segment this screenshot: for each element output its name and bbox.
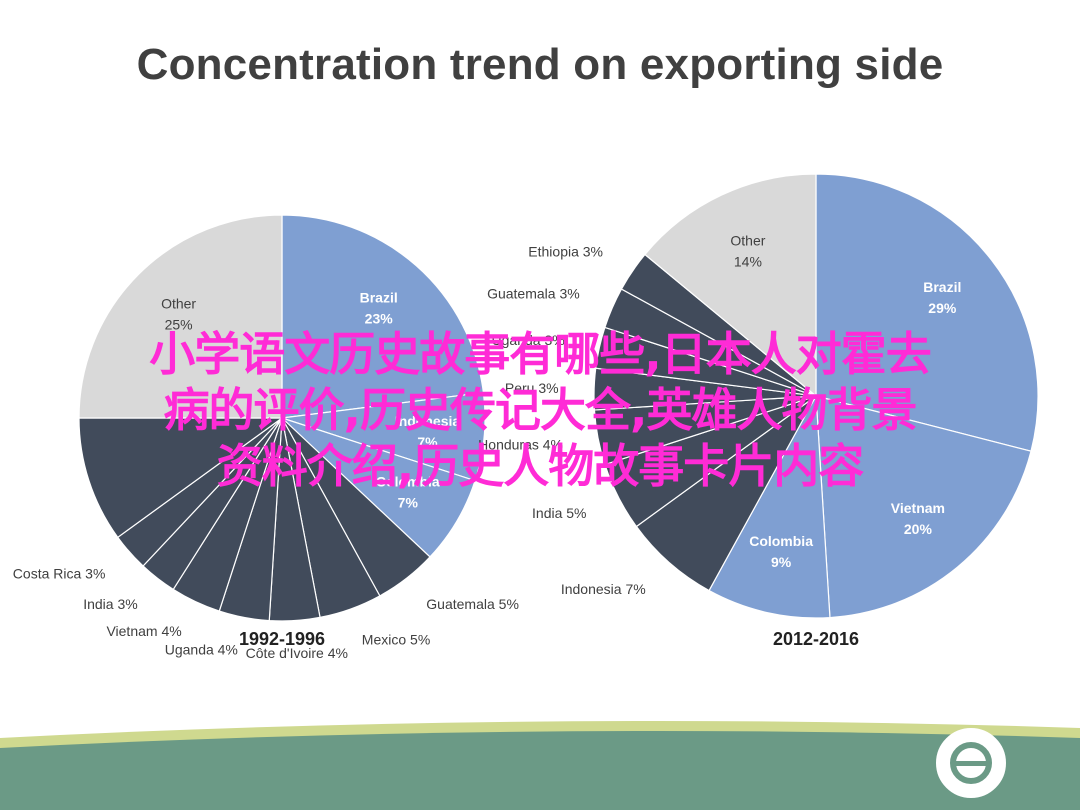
slice-value-label: 7%	[398, 494, 419, 510]
slice-value-label: 14%	[734, 253, 762, 269]
pie-chart-1992-1996: Brazil 23% Indonesia 7% Colombia 7% Guatemala …	[13, 214, 519, 661]
pie-slice	[78, 214, 283, 419]
pie-charts: Brazil 23% Indonesia 7% Colombia 7% Guatemala …	[13, 173, 1039, 661]
slice-label: Peru 3%	[505, 380, 559, 396]
slice-value-label: 29%	[928, 300, 957, 316]
overlay-line: 资料介绍,历史人物故事卡片内容	[216, 439, 864, 493]
slice-value-label: 9%	[771, 554, 792, 570]
logo-ring	[950, 742, 992, 784]
slice-value-label: 7%	[417, 434, 438, 450]
pie-slice	[644, 173, 817, 398]
logo-icon	[936, 728, 1006, 798]
slice-label: Colombia	[749, 533, 813, 549]
slice-label: Costa Rica 3%	[13, 566, 106, 582]
footer-stripe-green	[0, 730, 1080, 810]
logo-bar	[955, 761, 987, 766]
pie-slice	[815, 395, 1032, 619]
pie-slice	[78, 417, 284, 539]
slice-label: Guatemala 3%	[487, 286, 580, 302]
slice-label: Honduras 4%	[478, 436, 563, 452]
overlay-text: 小学语文历史故事有哪些,日本人对霍去 病的评价,历史传记大全,英雄人物背景 资料…	[0, 326, 1080, 494]
slice-label: Ethiopia 3%	[528, 243, 603, 259]
slice-value-label: 23%	[365, 310, 394, 326]
chart-title: 1992-1996	[239, 629, 325, 649]
slice-label: Vietnam	[891, 500, 945, 516]
slice-label: India 5%	[532, 505, 586, 521]
slice-label: Guatemala 5%	[426, 596, 519, 612]
pie-chart-2012-2016: Brazil 29% Vietnam 20% Colombia 9% Indonesia 7…	[478, 173, 1039, 649]
footer-band	[0, 720, 1080, 810]
chart-title: 2012-2016	[773, 629, 859, 649]
pie-slice	[281, 214, 485, 419]
slice-label: India 3%	[83, 596, 137, 612]
slice-label: Other	[730, 232, 765, 248]
slice-label: Brazil	[923, 279, 961, 295]
slice-label: Other	[161, 296, 196, 312]
slice-label: Uganda 4%	[165, 641, 238, 657]
slice-label: Côte d'Ivoire 4%	[246, 645, 348, 661]
slice-label: Colombia	[376, 473, 440, 489]
overlay-line: 病的评价,历史传记大全,英雄人物背景	[163, 383, 918, 437]
footer-stripe-light	[0, 720, 1080, 750]
slice-value-label: 20%	[904, 521, 933, 537]
slice-label: Indonesia	[395, 413, 461, 429]
pie-slice	[815, 173, 1039, 452]
pie-slice	[708, 393, 831, 619]
slice-label: Indonesia 7%	[561, 581, 646, 597]
slice-value-label: 25%	[165, 317, 193, 333]
slide-title: Concentration trend on exporting side	[136, 40, 944, 89]
slice-label: Mexico 5%	[362, 632, 430, 648]
slice-label: Vietnam 4%	[106, 623, 181, 639]
overlay-line: 小学语文历史故事有哪些,日本人对霍去	[149, 327, 931, 381]
slice-label: Brazil	[360, 289, 398, 305]
slice-label: Uganda 3%	[492, 332, 565, 348]
